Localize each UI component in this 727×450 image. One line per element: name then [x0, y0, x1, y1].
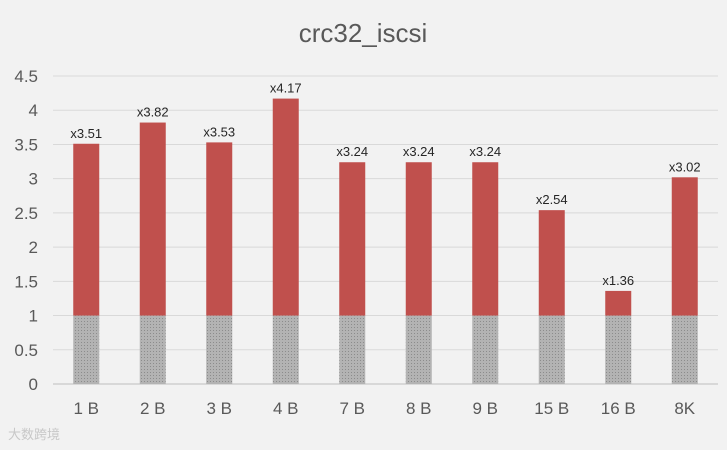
y-tick-label: 3	[29, 170, 38, 189]
bars	[73, 98, 698, 384]
x-tick-label: 4 B	[273, 399, 299, 418]
x-tick-label: 16 B	[601, 399, 636, 418]
speedup-bar	[73, 143, 100, 316]
x-tick-label: 1 B	[73, 399, 99, 418]
speedup-bar	[538, 210, 565, 316]
x-axis-ticks: 1 B 2 B 3 B 4 B 7 B 8 B 9 B 15 B 16 B 8K	[73, 399, 695, 418]
data-label: x2.54	[536, 192, 568, 207]
y-tick-label: 4	[29, 101, 38, 120]
baseline-bar	[339, 315, 366, 384]
baseline-bar	[139, 315, 166, 384]
x-tick-label: 15 B	[534, 399, 569, 418]
speedup-bar	[272, 98, 299, 316]
data-label: x3.53	[203, 124, 235, 139]
x-tick-label: 2 B	[140, 399, 166, 418]
y-tick-label: 2	[29, 238, 38, 257]
x-tick-label: 8K	[674, 399, 695, 418]
y-tick-label: 4.5	[14, 67, 38, 86]
baseline-bar	[206, 315, 233, 384]
x-tick-label: 7 B	[339, 399, 365, 418]
y-axis-ticks: 0 0.5 1 1.5 2 2.5 3 3.5 4 4.5	[14, 67, 38, 394]
speedup-bar	[472, 162, 499, 316]
speedup-bar	[671, 177, 698, 316]
data-label: x3.24	[469, 144, 501, 159]
x-tick-label: 9 B	[472, 399, 498, 418]
data-label: x1.36	[602, 273, 634, 288]
baseline-bar	[472, 315, 499, 384]
y-tick-label: 0.5	[14, 341, 38, 360]
y-tick-label: 1.5	[14, 272, 38, 291]
speedup-bar	[405, 162, 432, 316]
x-tick-label: 8 B	[406, 399, 432, 418]
baseline-bar	[405, 315, 432, 384]
baseline-bar	[605, 315, 632, 384]
data-label: x4.17	[270, 81, 302, 96]
baseline-bar	[73, 315, 100, 384]
baseline-bar	[538, 315, 565, 384]
baseline-bar	[272, 315, 299, 384]
y-tick-label: 3.5	[14, 135, 38, 154]
data-label: x3.51	[70, 126, 102, 141]
y-tick-label: 2.5	[14, 204, 38, 223]
data-label: x3.82	[137, 105, 169, 120]
data-label: x3.24	[403, 144, 435, 159]
y-tick-label: 0	[29, 375, 38, 394]
speedup-bar	[206, 142, 233, 316]
data-label: x3.24	[336, 144, 368, 159]
y-tick-label: 1	[29, 307, 38, 326]
x-tick-label: 3 B	[206, 399, 232, 418]
data-label: x3.02	[669, 159, 701, 174]
data-labels: x3.51 x3.82 x3.53 x4.17 x3.24 x3.24 x3.24 x2.54…	[70, 81, 700, 288]
speedup-bar	[139, 122, 166, 316]
speedup-bar	[339, 162, 366, 316]
chart-title: crc32_iscsi	[299, 18, 428, 48]
baseline-bar	[671, 315, 698, 384]
speedup-bar	[605, 290, 632, 316]
watermark: 大数跨境	[8, 428, 61, 443]
